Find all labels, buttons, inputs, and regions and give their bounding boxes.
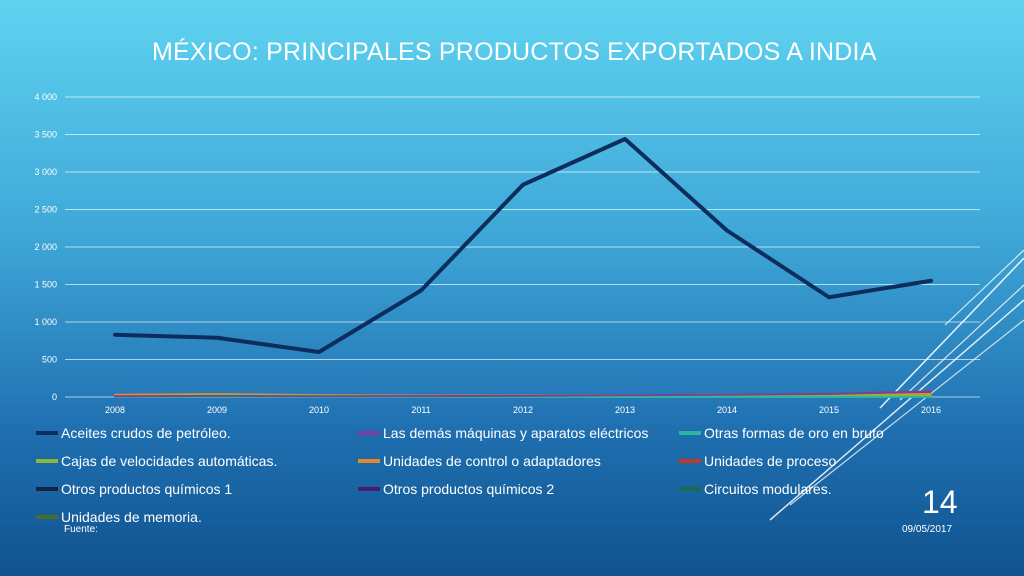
- legend-swatch: [679, 431, 701, 435]
- legend-label: Aceites crudos de petróleo.: [61, 425, 231, 441]
- series-line: [114, 390, 932, 398]
- y-tick-label: 3 000: [34, 167, 57, 177]
- page-title: MÉXICO: PRINCIPALES PRODUCTOS EXPORTADOS…: [152, 38, 877, 66]
- legend-swatch: [358, 431, 380, 435]
- legend-label: Unidades de proceso: [704, 453, 837, 469]
- legend-label: Otras formas de oro en bruto: [704, 425, 884, 441]
- legend-swatch: [358, 487, 380, 491]
- x-tick-label: 2010: [309, 405, 329, 415]
- x-tick-label: 2008: [105, 405, 125, 415]
- legend-item: Aceites crudos de petróleo.: [36, 425, 231, 441]
- legend-label: Otros productos químicos 2: [383, 481, 555, 497]
- legend-item: Unidades de control o adaptadores: [358, 453, 601, 469]
- x-tick-label: 2016: [921, 405, 941, 415]
- y-tick-label: 2 500: [34, 205, 57, 215]
- x-tick-label: 2009: [207, 405, 227, 415]
- y-tick-label: 1 000: [34, 317, 57, 327]
- slide-number: 14: [922, 484, 958, 520]
- legend-item: Otras formas de oro en bruto: [679, 425, 884, 441]
- legend-item: Unidades de proceso: [679, 453, 836, 469]
- legend-swatch: [679, 487, 701, 491]
- legend-label: Cajas de velocidades automáticas.: [61, 453, 278, 469]
- legend-item: Otros productos químicos 1: [36, 481, 232, 497]
- y-tick-label: 2 000: [34, 242, 57, 252]
- x-tick-label: 2012: [513, 405, 533, 415]
- source-label: Fuente:: [64, 524, 98, 535]
- legend-swatch: [36, 515, 58, 519]
- x-tick-label: 2014: [717, 405, 737, 415]
- legend-label: Las demás máquinas y aparatos eléctricos: [383, 425, 649, 441]
- x-tick-label: 2011: [411, 405, 430, 415]
- legend-swatch: [358, 459, 380, 463]
- legend-swatch: [36, 431, 58, 435]
- legend-item: Cajas de velocidades automáticas.: [36, 453, 277, 469]
- legend-swatch: [679, 459, 701, 463]
- legend-item: Circuitos modulares.: [679, 481, 832, 497]
- legend-swatch: [36, 487, 58, 491]
- date-label: 09/05/2017: [902, 524, 953, 535]
- x-tick-label: 2015: [819, 405, 839, 415]
- y-tick-label: 1 500: [34, 280, 57, 290]
- x-tick-label: 2013: [615, 405, 635, 415]
- series-line: [113, 137, 933, 354]
- y-tick-label: 4 000: [34, 92, 57, 102]
- y-tick-label: 500: [42, 355, 57, 365]
- legend-item: Otros productos químicos 2: [358, 481, 554, 497]
- y-tick-label: 0: [52, 392, 57, 402]
- legend-label: Otros productos químicos 1: [61, 481, 233, 497]
- legend-label: Unidades de memoria.: [61, 509, 202, 525]
- legend-label: Circuitos modulares.: [704, 481, 832, 497]
- y-tick-label: 3 500: [34, 130, 57, 140]
- legend-label: Unidades de control o adaptadores: [383, 453, 601, 469]
- legend-item: Unidades de memoria.: [36, 509, 202, 525]
- legend-item: Las demás máquinas y aparatos eléctricos: [358, 425, 648, 441]
- legend-swatch: [36, 459, 58, 463]
